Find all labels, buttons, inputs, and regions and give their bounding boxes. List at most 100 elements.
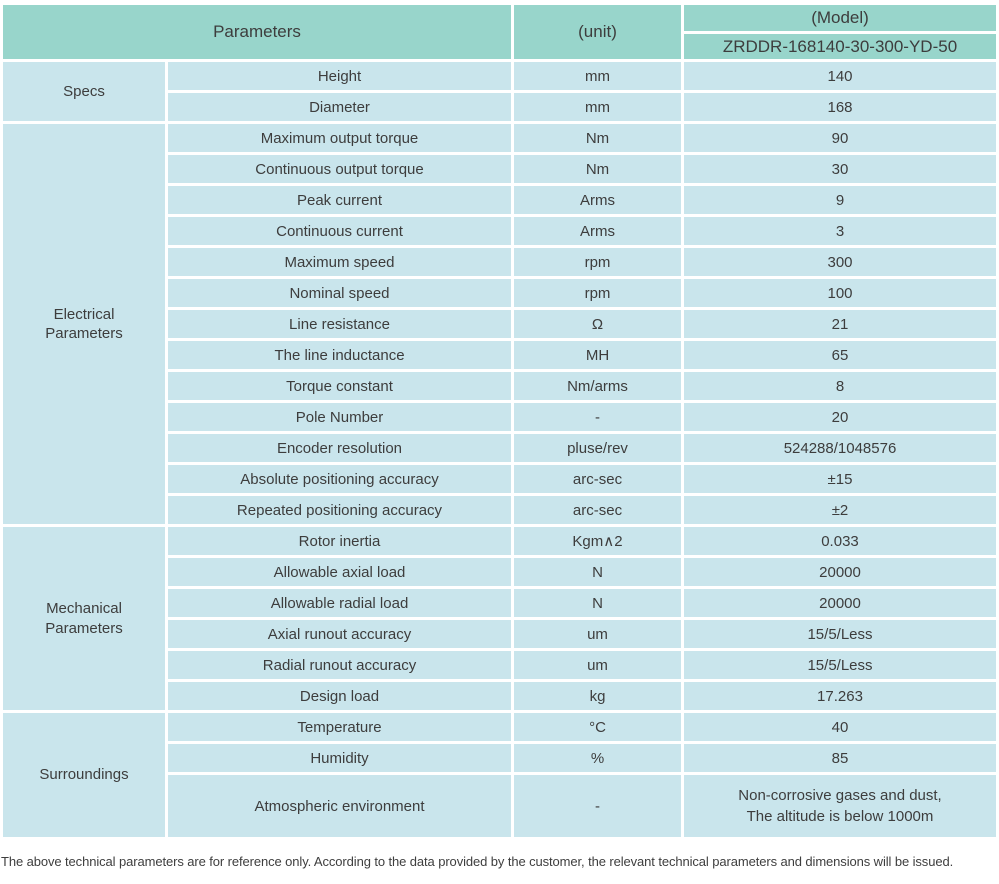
table-row: Surroundings Temperature °C 40 (3, 713, 996, 837)
unit-cell: N (514, 589, 681, 617)
param-cell: Allowable radial load (168, 589, 511, 617)
param-cell: Torque constant (168, 372, 511, 400)
value-cell: 20 (684, 403, 996, 431)
spec-table-header: Parameters (unit) (Model) ZRDDR-168140-3… (3, 5, 996, 59)
unit-cell: pluse/rev (514, 434, 681, 462)
value-cell: 65 (684, 341, 996, 369)
value-cell: 140 (684, 62, 996, 90)
unit-cell: arc-sec (514, 496, 681, 524)
header-row: Parameters (unit) (Model) (3, 5, 996, 59)
table-row: Pole Number -20 (3, 403, 996, 431)
value-cell: Non-corrosive gases and dust, The altitu… (684, 775, 996, 837)
table-row: Line resistance Ω 21 (3, 310, 996, 338)
unit-cell: kg (514, 682, 681, 710)
param-cell: Atmospheric environment (168, 775, 511, 837)
param-cell: Repeated positioning accuracy (168, 496, 511, 524)
param-cell: Peak current (168, 186, 511, 214)
group-cell-surroundings: Surroundings (3, 713, 165, 837)
unit-cell: Nm/arms (514, 372, 681, 400)
value-cell: 20000 (684, 558, 996, 586)
param-cell: Rotor inertia (168, 527, 511, 555)
value-cell: 90 (684, 124, 996, 152)
model-number-cell: ZRDDR-168140-30-300-YD-50 (684, 34, 996, 59)
param-cell: Continuous current (168, 217, 511, 245)
param-cell: Axial runout accuracy (168, 620, 511, 648)
value-cell: 20000 (684, 589, 996, 617)
value-cell: 168 (684, 93, 996, 121)
unit-cell: MH (514, 341, 681, 369)
value-cell: 30 (684, 155, 996, 183)
header-row: ZRDDR-168140-30-300-YD-50 (3, 34, 996, 59)
table-row: Peak current Arms 9 (3, 186, 996, 214)
param-cell: Nominal speed (168, 279, 511, 307)
value-cell: 9 (684, 186, 996, 214)
footer-disclaimer: The above technical parameters are for r… (1, 854, 954, 869)
param-cell: Height (168, 62, 511, 90)
value-cell: 300 (684, 248, 996, 276)
unit-cell: N (514, 558, 681, 586)
unit-cell: Arms (514, 186, 681, 214)
param-cell: Absolute positioning accuracy (168, 465, 511, 493)
param-cell: Pole Number (168, 403, 511, 431)
value-cell: 15/5/Less (684, 620, 996, 648)
value-cell: 17.263 (684, 682, 996, 710)
group-label: Surroundings (39, 766, 129, 784)
table-row: Allowable radial load N 20000 (3, 589, 996, 617)
unit-cell: um (514, 620, 681, 648)
param-cell: Encoder resolution (168, 434, 511, 462)
param-cell: Design load (168, 682, 511, 710)
group-cell-electrical-parameters: Electrical Parameters (3, 124, 165, 524)
param-cell: Radial runout accuracy (168, 651, 511, 679)
group-label: Mechanical Parameters (45, 600, 123, 637)
unit-cell: arc-sec (514, 465, 681, 493)
value-cell: 100 (684, 279, 996, 307)
group-cell-mechanical-parameters: Mechanical Parameters (3, 527, 165, 710)
unit-cell: um (514, 651, 681, 679)
table-row: Specs Height mm 140 (3, 62, 996, 121)
unit-cell: mm (514, 62, 681, 90)
unit-cell: % (514, 744, 681, 772)
table-row: Continuous output torque Nm 30 (3, 155, 996, 183)
param-cell: Continuous output torque (168, 155, 511, 183)
value-cell: 3 (684, 217, 996, 245)
table-row: Radial runout accuracy um 15/5/Less (3, 651, 996, 679)
param-cell: Diameter (168, 93, 511, 121)
table-row: Torque constant Nm/arms 8 (3, 372, 996, 400)
model-header-cell: (Model) (684, 5, 996, 31)
param-cell: Line resistance (168, 310, 511, 338)
table-row: Electrical Parameters Maximum output torq… (3, 124, 996, 524)
param-cell: Humidity (168, 744, 511, 772)
table-row: Diameter mm 168 (3, 93, 996, 121)
table-row: Mechanical Parameters Rotor inertia Kgm∧2 0… (3, 527, 996, 710)
value-cell: 15/5/Less (684, 651, 996, 679)
group-label: Specs (63, 82, 105, 100)
table-row: The line inductance MH 65 (3, 341, 996, 369)
table-row: Repeated positioning accuracy arc-sec ±2 (3, 496, 996, 524)
unit-cell: Ω (514, 310, 681, 338)
unit-cell: Nm (514, 124, 681, 152)
param-cell: Temperature (168, 713, 511, 741)
table-row: Absolute positioning accuracy arc-sec ±15 (3, 465, 996, 493)
value-cell: 8 (684, 372, 996, 400)
group-cell-specs: Specs (3, 62, 165, 121)
table-row: Atmospheric environment - Non-corrosive ga… (3, 775, 996, 837)
table-row: Humidity% 85 (3, 744, 996, 772)
table-row: Axial runout accuracy um 15/5/Less (3, 620, 996, 648)
table-row: Nominal speed rpm 100 (3, 279, 996, 307)
value-cell: 40 (684, 713, 996, 741)
unit-cell: - (514, 775, 681, 837)
param-cell: Maximum output torque (168, 124, 511, 152)
value-cell: 21 (684, 310, 996, 338)
unit-cell: mm (514, 93, 681, 121)
unit-cell: Arms (514, 217, 681, 245)
table-row: Design load kg 17.263 (3, 682, 996, 710)
unit-cell: Kgm∧2 (514, 527, 681, 555)
unit-header-cell: (unit) (514, 5, 681, 59)
table-row: Maximum speed rpm 300 (3, 248, 996, 276)
spec-table-body: Specs Height mm 140 Diameter mm 168 Electrical … (3, 62, 996, 837)
table-row: Continuous current Arms 3 (3, 217, 996, 245)
unit-cell: °C (514, 713, 681, 741)
group-label: Electrical Parameters (45, 305, 123, 343)
table-row: Allowable axial load N 20000 (3, 558, 996, 586)
value-cell: ±2 (684, 496, 996, 524)
